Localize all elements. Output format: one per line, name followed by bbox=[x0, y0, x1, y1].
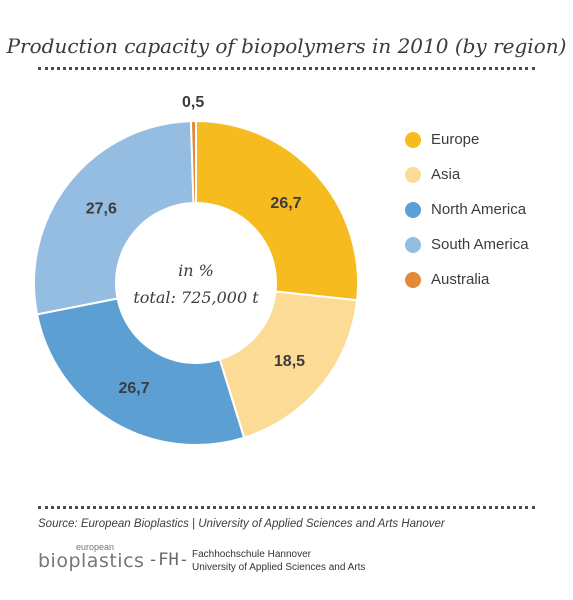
logos: european bioplastics -FH- Fachhochschule… bbox=[38, 540, 538, 580]
legend-item-north-america: North America bbox=[405, 192, 529, 227]
value-label-europe: 26,7 bbox=[270, 195, 301, 212]
donut-value-labels: 26,7 18,5 26,7 27,6 0,5 bbox=[86, 94, 305, 397]
fh-name-line: Fachhochschule Hannover bbox=[192, 549, 311, 560]
slice-north-america bbox=[35, 297, 246, 446]
logo-eb-main-text: bioplastics bbox=[38, 550, 145, 572]
value-label-north-america: 26,7 bbox=[119, 380, 150, 397]
bottom-dotted-divider bbox=[38, 506, 535, 509]
center-unit-label: in % bbox=[178, 261, 214, 280]
logo-eb-small-text: european bbox=[76, 542, 115, 552]
legend-label: Australia bbox=[431, 271, 490, 288]
fh-logo-mark: -FH- bbox=[148, 550, 189, 570]
legend-swatch bbox=[405, 131, 421, 148]
legend-item-asia: Asia bbox=[405, 157, 529, 192]
fh-name-english-line: University of Applied Sciences and Arts bbox=[192, 562, 366, 573]
legend: Europe Asia North America South America Aust… bbox=[405, 122, 529, 297]
value-label-south-america: 27,6 bbox=[86, 201, 117, 218]
value-label-asia: 18,5 bbox=[274, 353, 305, 370]
slice-australia bbox=[189, 119, 197, 205]
legend-label: Asia bbox=[431, 166, 461, 183]
legend-label: Europe bbox=[431, 131, 480, 148]
slice-asia bbox=[218, 290, 359, 439]
legend-swatch bbox=[405, 166, 421, 183]
fh-logo-text: Fachhochschule Hannover University of Ap… bbox=[192, 548, 365, 574]
slice-europe bbox=[195, 119, 359, 302]
legend-item-south-america: South America bbox=[405, 227, 529, 262]
legend-item-europe: Europe bbox=[405, 122, 529, 157]
legend-swatch bbox=[405, 201, 421, 218]
slice-south-america bbox=[33, 120, 195, 316]
legend-item-australia: Australia bbox=[405, 262, 529, 297]
legend-label: South America bbox=[431, 236, 529, 253]
center-total-label: total: 725,000 t bbox=[133, 288, 259, 307]
value-label-australia: 0,5 bbox=[182, 94, 204, 111]
european-bioplastics-logo: european bioplastics bbox=[38, 540, 144, 580]
chart-title: Production capacity of biopolymers in 20… bbox=[6, 34, 567, 58]
top-dotted-divider bbox=[38, 67, 535, 70]
legend-swatch bbox=[405, 236, 421, 253]
donut-slices bbox=[33, 119, 359, 446]
legend-swatch bbox=[405, 271, 421, 288]
legend-label: North America bbox=[431, 201, 527, 218]
source-note: Source: European Bioplastics | Universit… bbox=[38, 518, 445, 530]
